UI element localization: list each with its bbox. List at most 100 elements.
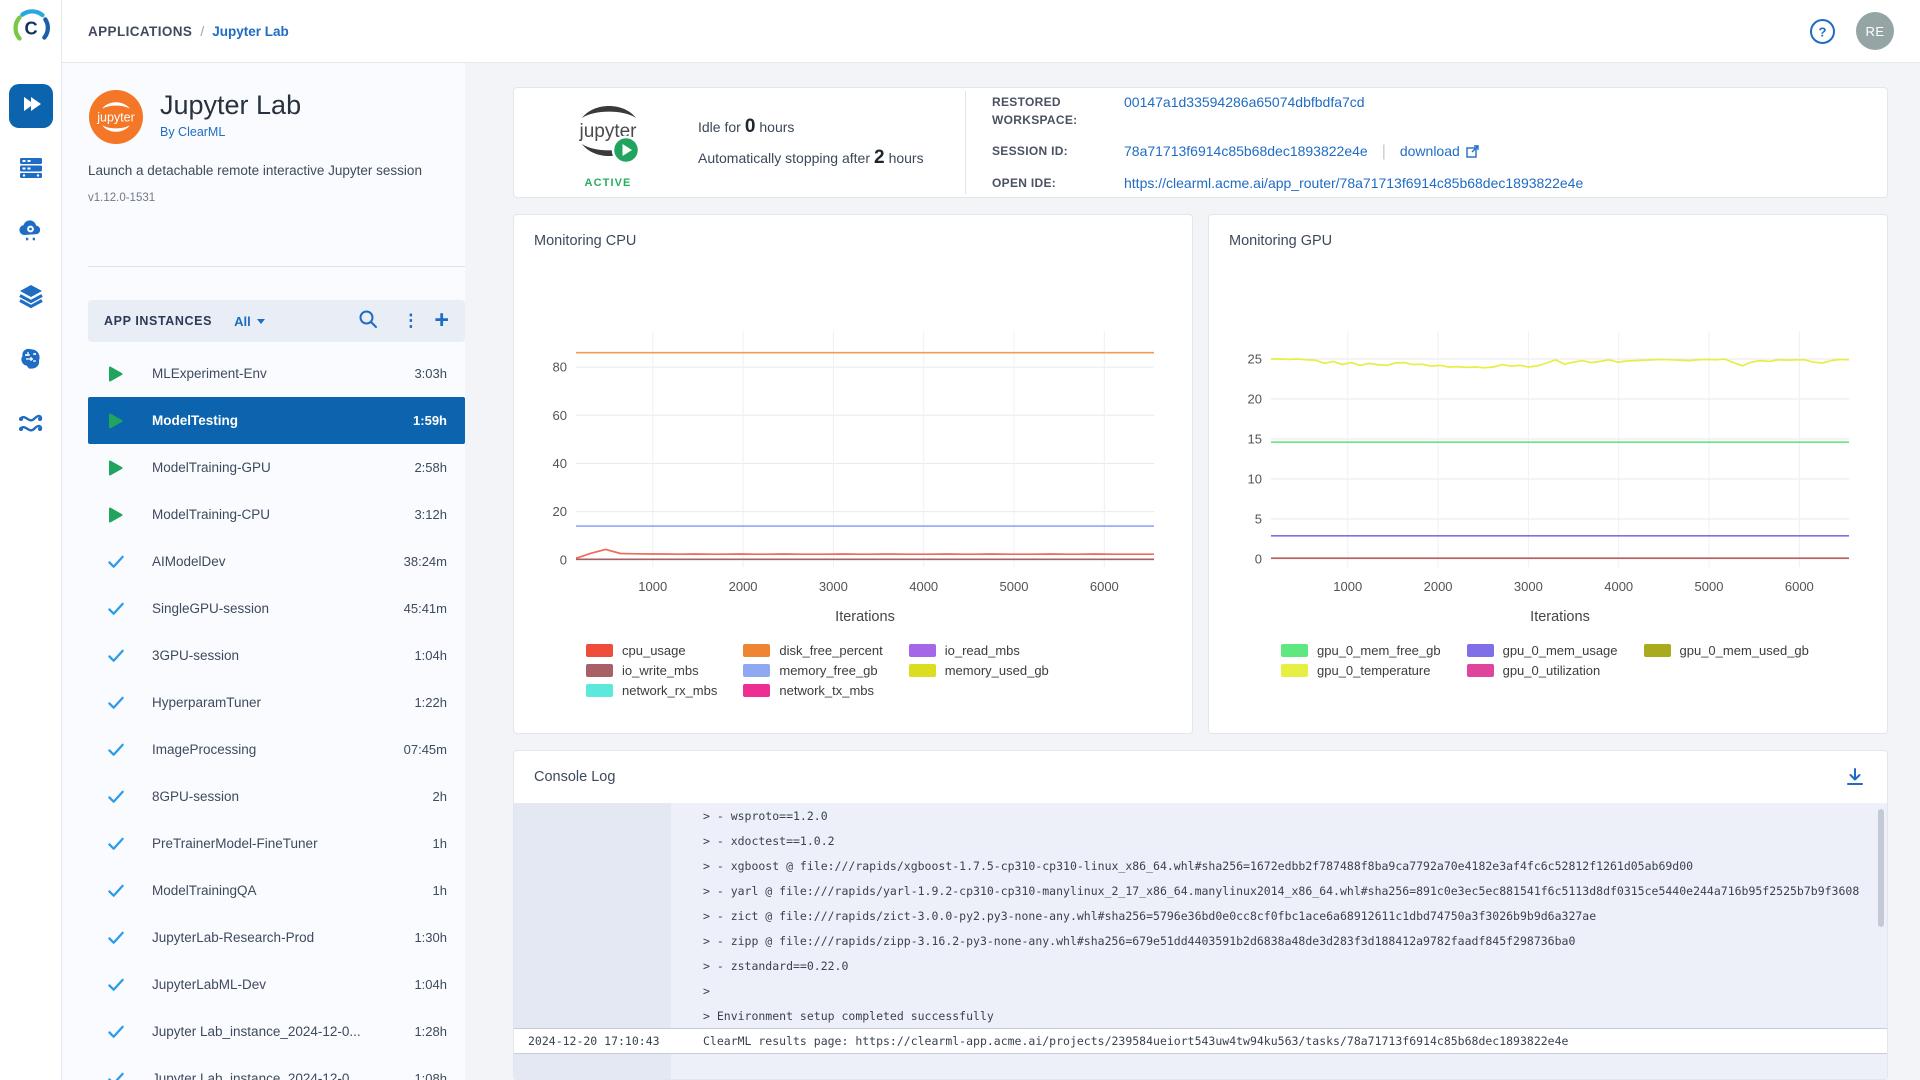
search-icon[interactable] — [358, 309, 378, 334]
gpu-chart-plot[interactable]: 0510152025100020003000400050006000Iterat… — [1221, 319, 1881, 629]
legend-item-io_read_mbs[interactable]: io_read_mbs — [909, 643, 1049, 658]
console-log-row: 2024-12-20 17:10:43ClearML results page:… — [514, 1028, 1887, 1054]
help-icon[interactable]: ? — [1809, 18, 1836, 45]
legend-item-gpu_0_mem_usage[interactable]: gpu_0_mem_usage — [1467, 643, 1618, 658]
log-timestamp — [514, 828, 671, 853]
caret-down-icon — [257, 319, 265, 324]
layers-icon — [18, 283, 44, 314]
rail-item-applications[interactable] — [9, 84, 53, 128]
rail-item-layers[interactable] — [9, 276, 53, 320]
breadcrumb-applications[interactable]: APPLICATIONS — [88, 24, 192, 39]
legend-item-gpu_0_temperature[interactable]: gpu_0_temperature — [1281, 663, 1441, 678]
app-instance-row[interactable]: 8GPU-session 2h — [88, 773, 465, 820]
console-log-body[interactable]: > - wsproto==1.2.0> - xdoctest==1.0.2> -… — [514, 803, 1887, 1079]
autostop-hours-value: 2 — [874, 147, 885, 168]
app-instance-row[interactable]: MLExperiment-Env 3:03h — [88, 350, 465, 397]
app-instance-row[interactable]: HyperparamTuner 1:22h — [88, 679, 465, 726]
left-rail: C — [0, 0, 62, 1080]
app-instance-row[interactable]: PreTrainerModel-FineTuner 1h — [88, 820, 465, 867]
app-instances-label: APP INSTANCES — [104, 314, 212, 328]
instance-name: Jupyter Lab_instance_2024-12-0... — [152, 1024, 361, 1039]
servers-icon — [18, 155, 44, 186]
app-instance-row[interactable]: 3GPU-session 1:04h — [88, 632, 465, 679]
jupyter-status-logo: jupyter — [562, 96, 654, 175]
legend-item-network_tx_mbs[interactable]: network_tx_mbs — [743, 683, 882, 698]
app-instance-row[interactable]: AIModelDev 38:24m — [88, 538, 465, 585]
log-timestamp — [514, 803, 671, 828]
app-instance-row[interactable]: ModelTesting 1:59h — [88, 397, 465, 444]
app-instance-row[interactable]: Jupyter Lab_instance_2024-12-0... 1:08h — [88, 1055, 465, 1080]
legend-label: cpu_usage — [622, 643, 686, 658]
legend-label: gpu_0_mem_used_gb — [1680, 643, 1809, 658]
app-instance-row[interactable]: JupyterLab-Research-Prod 1:30h — [88, 914, 465, 961]
app-instance-row[interactable]: Jupyter Lab_instance_2024-12-0... 1:28h — [88, 1008, 465, 1055]
avatar[interactable]: RE — [1856, 12, 1894, 50]
legend-item-network_rx_mbs[interactable]: network_rx_mbs — [586, 683, 717, 698]
rail-item-servers[interactable] — [9, 148, 53, 192]
legend-item-gpu_0_mem_used_gb[interactable]: gpu_0_mem_used_gb — [1644, 643, 1809, 658]
log-timestamp — [514, 878, 671, 903]
byline-link[interactable]: By ClearML — [160, 125, 225, 139]
legend-item-disk_free_percent[interactable]: disk_free_percent — [743, 643, 882, 658]
completed-check-icon — [108, 602, 124, 616]
open-ide-label: OPEN IDE: — [992, 175, 1124, 192]
rail-item-cloud-workers[interactable] — [9, 212, 53, 256]
legend-item-gpu_0_mem_free_gb[interactable]: gpu_0_mem_free_gb — [1281, 643, 1441, 658]
legend-swatch — [743, 664, 770, 677]
app-instance-row[interactable]: ImageProcessing 07:45m — [88, 726, 465, 773]
clearml-logo[interactable]: C — [10, 7, 52, 54]
legend-swatch — [1467, 644, 1494, 657]
app-instance-row[interactable]: ModelTraining-GPU 2:58h — [88, 444, 465, 491]
svg-text:3000: 3000 — [1514, 579, 1543, 594]
log-text: > — [671, 978, 1887, 1003]
instance-name: ModelTrainingQA — [152, 883, 257, 898]
rail-item-pipelines[interactable] — [9, 404, 53, 448]
legend-label: io_write_mbs — [622, 663, 699, 678]
legend-item-memory_used_gb[interactable]: memory_used_gb — [909, 663, 1049, 678]
legend-swatch — [743, 644, 770, 657]
running-play-icon — [108, 507, 124, 523]
console-log-row: > - zipp @ file:///rapids/zipp-3.16.2-py… — [514, 928, 1887, 953]
console-log-card: Console Log > - wsproto==1.2.0> - xdocte… — [513, 750, 1888, 1080]
console-log-title: Console Log — [534, 769, 615, 785]
legend-swatch — [586, 644, 613, 657]
external-link-icon — [1466, 145, 1479, 158]
instance-name: PreTrainerModel-FineTuner — [152, 836, 318, 851]
app-instance-row[interactable]: JupyterLabML-Dev 1:04h — [88, 961, 465, 1008]
log-scrollbar[interactable] — [1878, 809, 1884, 927]
running-play-icon — [108, 413, 124, 429]
app-instance-row[interactable]: ModelTrainingQA 1h — [88, 867, 465, 914]
app-instance-row[interactable]: ModelTraining-CPU 3:12h — [88, 491, 465, 538]
instances-filter-dropdown[interactable]: All — [234, 314, 265, 329]
legend-label: gpu_0_mem_free_gb — [1317, 643, 1441, 658]
cpu-chart-title: Monitoring CPU — [514, 215, 1192, 249]
instance-name: ModelTesting — [152, 413, 238, 428]
breadcrumb-separator: / — [200, 23, 204, 39]
log-timestamp — [514, 1003, 671, 1028]
svg-text:15: 15 — [1248, 432, 1262, 447]
download-log-icon[interactable] — [1845, 767, 1865, 787]
svg-text:60: 60 — [553, 408, 567, 423]
cpu-chart-plot[interactable]: 020406080100020003000400050006000Iterati… — [526, 319, 1186, 629]
log-timestamp: 2024-12-20 17:10:43 — [514, 1029, 671, 1053]
instance-duration: 3:03h — [414, 366, 447, 381]
session-id-value[interactable]: 78a71713f6914c85b68dec1893822e4e — [1124, 143, 1368, 159]
restored-workspace-value[interactable]: 00147a1d33594286a65074dbfbdfa7cd — [1124, 94, 1365, 110]
rail-item-brain-models[interactable] — [9, 340, 53, 384]
kebab-menu-icon[interactable]: ⋮ — [402, 316, 410, 325]
download-session-link[interactable]: download — [1400, 143, 1479, 159]
instance-duration: 1:04h — [414, 977, 447, 992]
open-ide-link[interactable]: https://clearml.acme.ai/app_router/78a71… — [1124, 175, 1583, 191]
svg-text:Iterations: Iterations — [1530, 609, 1590, 625]
legend-item-memory_free_gb[interactable]: memory_free_gb — [743, 663, 882, 678]
instance-name: HyperparamTuner — [152, 695, 261, 710]
svg-text:0: 0 — [560, 552, 567, 567]
legend-item-cpu_usage[interactable]: cpu_usage — [586, 643, 717, 658]
legend-item-io_write_mbs[interactable]: io_write_mbs — [586, 663, 717, 678]
legend-item-gpu_0_utilization[interactable]: gpu_0_utilization — [1467, 663, 1618, 678]
open-ide-row: OPEN IDE: https://clearml.acme.ai/app_ro… — [992, 175, 1583, 192]
idle-hours-value: 0 — [745, 116, 756, 137]
instance-duration: 45:41m — [404, 601, 447, 616]
add-instance-button[interactable]: + — [434, 308, 449, 333]
app-instance-row[interactable]: SingleGPU-session 45:41m — [88, 585, 465, 632]
